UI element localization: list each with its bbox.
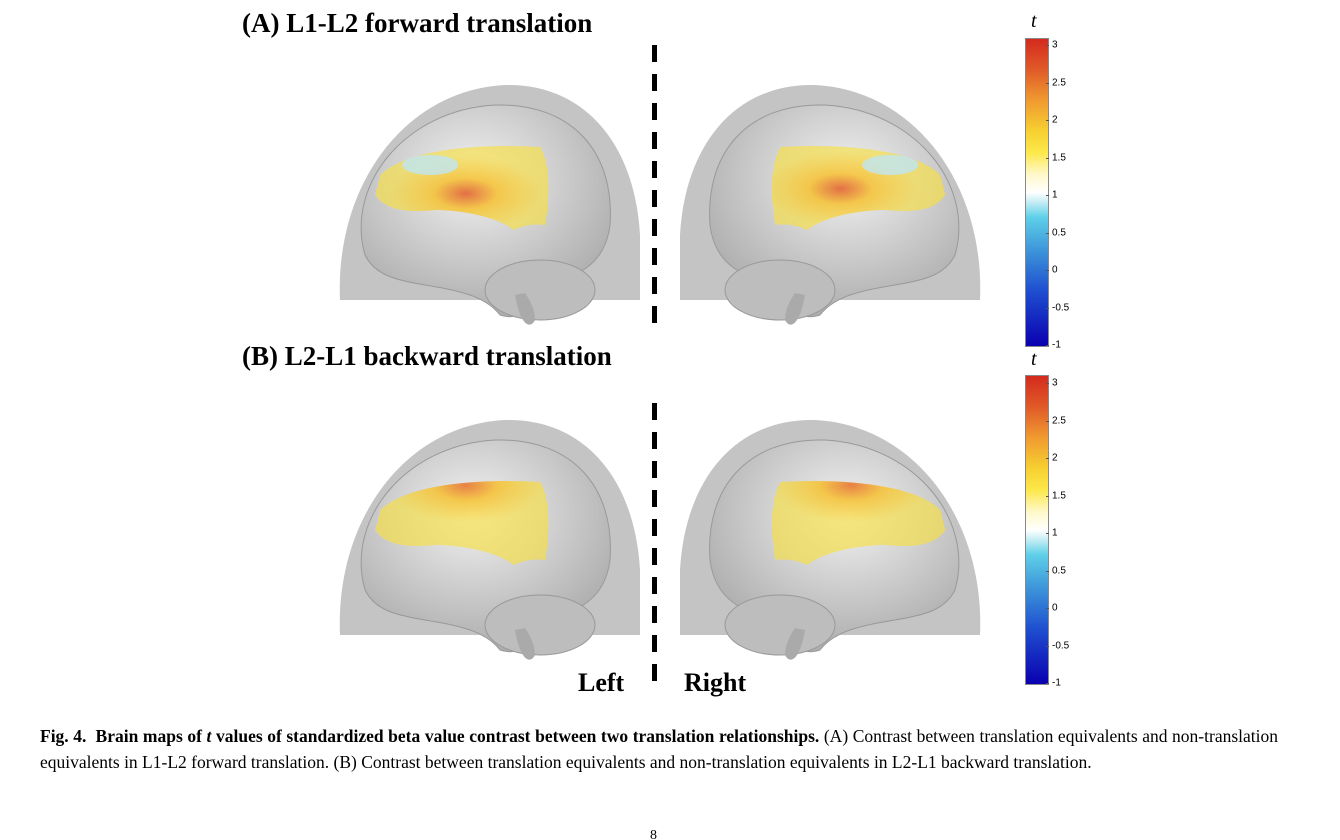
caption-bold-pre: Brain maps of: [95, 726, 207, 746]
brain-map-b-left: [339, 419, 640, 660]
colorbar-tick: [1046, 645, 1049, 647]
caption-body: (A) Contrast between translation equival…: [40, 726, 1279, 772]
colorbar-tick: [1046, 345, 1049, 346]
brainstem: [785, 293, 805, 325]
colorbar-tick-label: 1.5: [1052, 490, 1066, 501]
colorbar-tick: [1046, 420, 1049, 422]
colorbar-b: [1025, 375, 1049, 685]
colorbar-tick-label: 0.5: [1052, 227, 1066, 238]
colorbar-tick-label: 1.5: [1052, 152, 1066, 163]
brainstem: [785, 628, 805, 660]
cerebellum: [484, 259, 596, 321]
activation-overlay: [771, 480, 945, 565]
cerebellum: [724, 259, 836, 321]
colorbar-tick-label: 2.5: [1052, 415, 1066, 426]
colorbar-b-label: t: [1031, 348, 1037, 370]
colorbar-tick-label: 2.5: [1052, 77, 1066, 88]
caption-fig-label: Fig. 4.: [40, 726, 87, 746]
colorbar-tick-label: -1: [1052, 339, 1061, 351]
colorbar-tick-label: -0.5: [1052, 302, 1070, 313]
colorbar-tick: [1046, 45, 1049, 46]
panel-a-title: (A) L1-L2 forward translation: [242, 8, 593, 38]
left-label: Left: [578, 668, 625, 697]
divider-line-a: [652, 45, 657, 330]
negative-activation: [862, 155, 918, 175]
colorbar-tick-label: 0: [1052, 602, 1058, 614]
negative-activation: [402, 155, 458, 175]
colorbar-tick: [1046, 383, 1049, 384]
colorbar-tick-label: 1: [1052, 189, 1058, 201]
colorbar-a: [1025, 38, 1049, 347]
colorbar-tick: [1046, 458, 1049, 459]
colorbar-tick-label: -1: [1052, 677, 1061, 689]
colorbar-tick-label: 3: [1052, 377, 1058, 389]
colorbar-tick: [1046, 533, 1049, 534]
colorbar-tick: [1046, 120, 1049, 121]
activation-overlay: [375, 480, 549, 565]
colorbar-tick-label: 0: [1052, 264, 1058, 276]
colorbar-tick-label: 0.5: [1052, 565, 1066, 576]
figure-caption: Fig. 4. Brain maps of t values of standa…: [40, 724, 1278, 775]
colorbar-tick: [1046, 270, 1049, 271]
colorbar-tick: [1046, 232, 1049, 234]
caption-t: t: [206, 726, 212, 746]
colorbar-tick-label: 1: [1052, 527, 1058, 539]
brainstem: [515, 293, 535, 325]
brainstem: [515, 628, 535, 660]
colorbar-tick: [1046, 495, 1049, 497]
brain-map-b-right: [680, 419, 981, 660]
page-number: 8: [650, 828, 657, 840]
right-label: Right: [684, 668, 747, 697]
colorbar-a-label: t: [1031, 10, 1037, 32]
cerebellum: [484, 594, 596, 656]
colorbar-tick: [1046, 683, 1049, 684]
panel-b-title: (B) L2-L1 backward translation: [242, 341, 612, 371]
colorbar-tick: [1046, 157, 1049, 159]
colorbar-tick: [1046, 570, 1049, 572]
colorbar-tick-label: -0.5: [1052, 640, 1070, 651]
brain-map-a-right: [680, 84, 981, 325]
colorbar-tick: [1046, 307, 1049, 309]
colorbar-tick: [1046, 608, 1049, 609]
colorbar-tick-label: 2: [1052, 114, 1058, 126]
colorbar-tick: [1046, 82, 1049, 84]
divider-line-b: [652, 403, 657, 693]
brain-map-a-left: [339, 84, 640, 325]
colorbar-tick-label: 3: [1052, 39, 1058, 51]
caption-bold-post: values of standardized beta value contra…: [211, 726, 820, 746]
colorbar-tick-label: 2: [1052, 452, 1058, 464]
cerebellum: [724, 594, 836, 656]
colorbar-tick: [1046, 195, 1049, 196]
